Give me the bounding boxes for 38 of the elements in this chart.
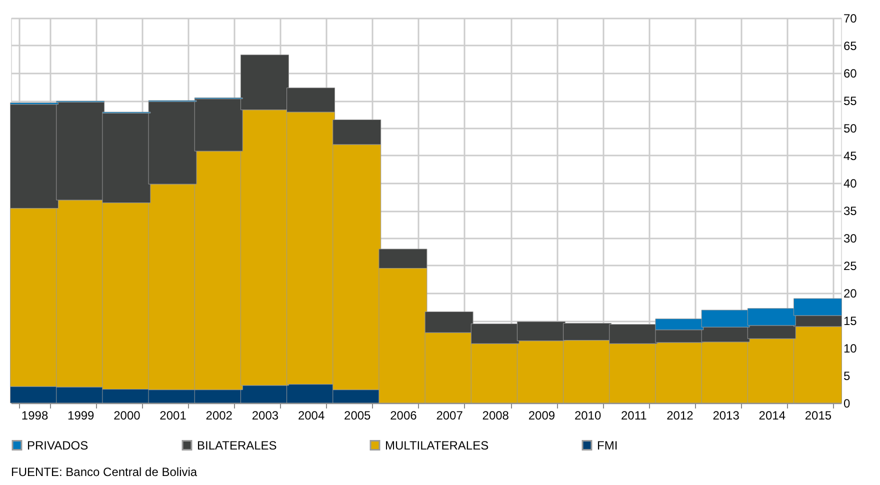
x-tick-label: 2014 [758, 408, 786, 422]
legend-label: MULTILATERALES [385, 438, 489, 452]
y-tick-label: 60 [844, 66, 858, 80]
x-tick-label: 2011 [620, 408, 648, 422]
y-tick-label: 40 [844, 176, 858, 190]
x-tick-label: 2004 [298, 408, 325, 422]
x-tick-label: 2013 [712, 408, 740, 422]
y-tick-label: 35 [844, 204, 858, 218]
legend-label: BILATERALES [197, 438, 277, 452]
y-tick-label: 20 [844, 286, 858, 300]
x-tick-label: 2001 [160, 408, 187, 422]
x-tick-label: 2010 [574, 408, 602, 422]
y-tick-label: 30 [844, 232, 858, 246]
legend-label: PRIVADOS [27, 438, 88, 452]
y-tick-label: 65 [844, 39, 858, 53]
x-tick-label: 2012 [666, 408, 694, 422]
y-tick-label: 45 [844, 149, 858, 163]
x-tick-label: 2000 [114, 408, 141, 422]
x-tick-label: 2009 [528, 408, 556, 422]
y-tick-label: 55 [844, 94, 858, 108]
source-note: FUENTE: Banco Central de Bolivia [11, 465, 198, 479]
x-tick-label: 1998 [21, 408, 48, 422]
x-tick-label: 2003 [252, 408, 279, 422]
x-tick-label: 2007 [436, 408, 464, 422]
y-tick-label: 0 [844, 396, 850, 410]
x-tick-label: 2002 [206, 408, 233, 422]
x-tick-label: 2008 [482, 408, 510, 422]
x-tick-label: 2006 [390, 408, 418, 422]
y-tick-label: 70 [844, 12, 858, 26]
legend-label: FMI [597, 438, 618, 452]
x-tick-label: 2015 [804, 408, 832, 422]
y-tick-label: 10 [844, 342, 858, 356]
y-tick-label: 5 [844, 369, 850, 383]
y-tick-label: 25 [844, 259, 858, 273]
x-tick-label: 2005 [344, 408, 372, 422]
y-tick-label: 50 [844, 122, 858, 136]
y-tick-label: 15 [844, 314, 858, 328]
x-tick-label: 1999 [68, 408, 95, 422]
